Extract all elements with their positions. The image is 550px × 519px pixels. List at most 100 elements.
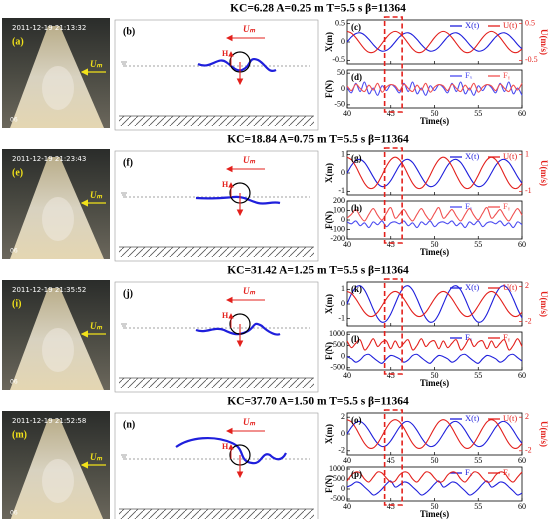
y-tick-label: -500 xyxy=(330,363,345,372)
camera-id: 06 xyxy=(10,379,18,386)
series-line xyxy=(346,81,523,96)
sketch: (f) Uₘ H xyxy=(114,150,319,262)
y-axis-label: F(N) xyxy=(324,342,334,360)
series-line xyxy=(346,480,523,496)
y-tick-label: 100 xyxy=(333,205,345,214)
legend-label: Fₓ xyxy=(465,332,473,342)
photo: 2011-12-19 21:13:32 (a) 06 Uₘ xyxy=(2,18,110,128)
x-tick-label: 60 xyxy=(518,240,526,249)
sketch: (j) Uₘ H xyxy=(114,281,319,393)
x-axis-label: Time(s) xyxy=(420,378,449,388)
row-title: KC=37.70 A=1.50 m T=5.5 s β=11364 xyxy=(227,396,409,408)
camera-id: 06 xyxy=(10,117,18,124)
sketch-label: (n) xyxy=(123,419,135,430)
x-tick-label: 60 xyxy=(518,371,526,380)
cable xyxy=(197,58,277,72)
row-title: KC=18.84 A=0.75 m T=5.5 s β=11364 xyxy=(227,134,409,146)
series-line xyxy=(346,158,523,188)
x-tick-label: 45 xyxy=(387,240,395,249)
y2-axis-label: U(m/s) xyxy=(539,291,549,317)
cable xyxy=(175,437,287,465)
camera-id: 06 xyxy=(10,248,18,255)
height-label: H xyxy=(222,180,229,189)
y2-tick-label: 1 xyxy=(525,149,529,158)
y-axis-label: F(N) xyxy=(324,211,334,229)
sketch-label: (f) xyxy=(123,157,133,168)
legend-label: Fₓ xyxy=(465,201,473,211)
sketch-frame xyxy=(114,150,319,262)
highlight-window xyxy=(383,16,403,113)
seabed xyxy=(119,378,314,388)
y-tick-label: 50 xyxy=(337,68,345,77)
x-tick-label: 45 xyxy=(387,502,395,511)
current-label: Uₘ xyxy=(243,417,255,427)
x-tick-label: 40 xyxy=(343,456,351,465)
photo-label: (i) xyxy=(12,298,21,309)
sketch: (n) Uₘ H xyxy=(114,412,319,519)
x-tick-label: 55 xyxy=(474,240,482,249)
panel-label: (h) xyxy=(351,203,362,213)
panel-label: (c) xyxy=(351,22,361,32)
x-axis-label: Time(s) xyxy=(420,116,449,126)
series-line xyxy=(346,290,523,318)
highlight-window xyxy=(383,147,403,244)
cable xyxy=(195,195,281,205)
y-tick-label: 2 xyxy=(341,412,345,421)
series-line xyxy=(346,419,523,449)
y-tick-label: 1000 xyxy=(329,329,345,338)
water-symbol xyxy=(121,61,127,67)
photo-label: (e) xyxy=(12,167,23,178)
y-tick-label: 200 xyxy=(333,196,345,205)
current-label: Uₘ xyxy=(243,155,255,165)
current-label: Uₘ xyxy=(243,286,255,296)
x-axis-label: Time(s) xyxy=(420,247,449,257)
y-tick-label: -1 xyxy=(338,313,345,322)
timestamp: 2011-12-19 21:35:52 xyxy=(12,286,86,294)
seabed xyxy=(119,509,314,519)
x-tick-label: 50 xyxy=(431,371,439,380)
y-tick-label: 500 xyxy=(333,340,345,349)
legend-label: Fᵧ xyxy=(503,201,511,212)
glare xyxy=(42,328,74,372)
photo: 2011-12-19 21:52:58 (m) 06 Uₘ xyxy=(2,411,110,519)
height-label: H xyxy=(222,442,229,451)
x-tick-label: 50 xyxy=(431,109,439,118)
x-tick-label: 55 xyxy=(474,502,482,511)
legend-label: U(t) xyxy=(503,282,517,292)
y-tick-label: 500 xyxy=(333,474,345,483)
x-tick-label: 60 xyxy=(518,456,526,465)
flow-label: Uₘ xyxy=(90,190,102,200)
y2-tick-label: -1 xyxy=(525,186,532,195)
x-tick-label: 50 xyxy=(431,456,439,465)
legend-label: Fᵧ xyxy=(503,332,511,343)
y-tick-label: 0 xyxy=(341,84,345,93)
y-axis-label: X(m) xyxy=(324,424,334,444)
y-tick-label: 0 xyxy=(341,215,345,224)
series-line xyxy=(346,207,523,222)
y-tick-label: 0 xyxy=(341,351,345,360)
height-label: H xyxy=(222,49,229,58)
x-tick-label: 40 xyxy=(343,240,351,249)
sketch-label: (j) xyxy=(123,288,133,299)
series-line xyxy=(346,82,523,93)
legend-label: U(t) xyxy=(503,151,517,161)
plot-frame xyxy=(346,150,523,196)
water-symbol xyxy=(121,192,127,198)
timestamp: 2011-12-19 21:52:58 xyxy=(12,417,86,425)
seabed xyxy=(119,247,314,257)
legend-label: Fₓ xyxy=(465,70,473,80)
y2-axis-label: U(m/s) xyxy=(539,29,549,55)
photo-label: (a) xyxy=(12,36,24,47)
row-title: KC=31.42 A=1.25 m T=5.5 s β=11364 xyxy=(227,265,409,277)
x-tick-label: 45 xyxy=(387,456,395,465)
flow-label: Uₘ xyxy=(90,452,102,462)
y-tick-label: 1000 xyxy=(329,464,345,473)
plot-frame xyxy=(346,19,523,65)
y-tick-label: 0 xyxy=(341,168,345,177)
series-line xyxy=(346,420,523,448)
series-line xyxy=(346,471,523,483)
panel-label: (o) xyxy=(351,415,362,425)
y-tick-label: 0 xyxy=(341,429,345,438)
photo-label: (m) xyxy=(12,429,27,440)
